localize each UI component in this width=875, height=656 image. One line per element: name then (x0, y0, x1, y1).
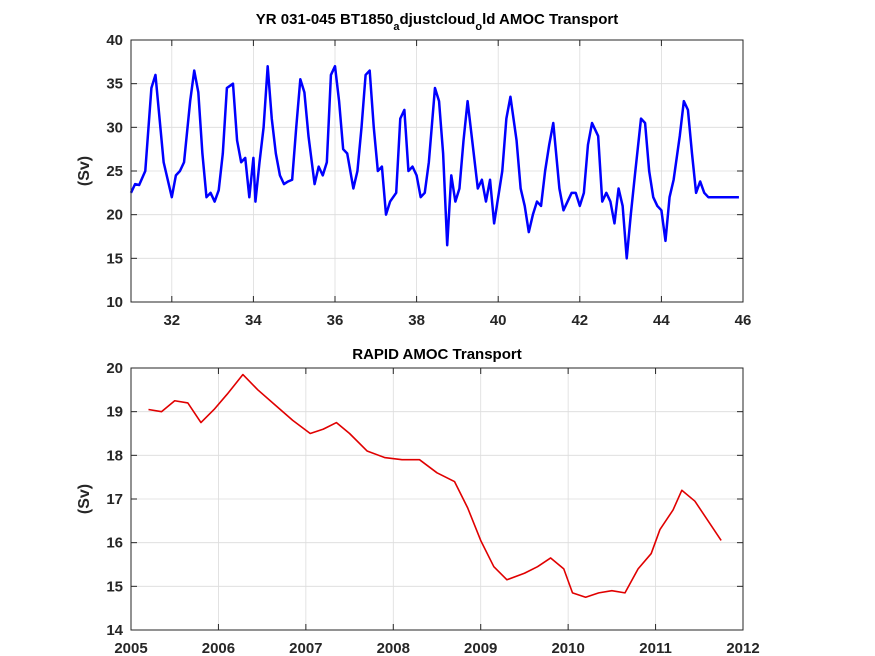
top-y-tick-label: 20 (106, 207, 123, 224)
bottom-y-tick-label: 20 (106, 360, 123, 377)
bottom-x-tick-label: 2010 (551, 640, 584, 656)
top-series-line (129, 64, 739, 260)
bottom-x-tick-label: 2011 (639, 640, 672, 656)
top-title-part: YR 031-045 BT1850 (256, 11, 394, 28)
bottom-x-tick-label: 2008 (377, 640, 410, 656)
top-chart: 32 34 36 38 40 42 44 46 10 15 20 25 30 35 40 YR 031-04… (76, 11, 751, 329)
top-title-part: ld AMOC Transport (482, 11, 618, 28)
bottom-x-tick-label: 2007 (289, 640, 322, 656)
top-x-tick-label: 36 (327, 312, 344, 329)
bottom-x-tick-label: 2012 (726, 640, 759, 656)
top-x-tick-label: 34 (245, 312, 262, 329)
top-y-tick-label: 10 (106, 294, 123, 311)
top-x-tick-label: 42 (571, 312, 588, 329)
top-y-tick-label: 15 (106, 250, 123, 267)
top-y-tick-label: 40 (106, 32, 123, 49)
top-chart-title: YR 031-045 BT1850adjustcloudold AMOC Tra… (256, 11, 618, 33)
bottom-x-tick-label: 2006 (202, 640, 235, 656)
bottom-x-tick-label: 2005 (114, 640, 147, 656)
top-y-tick-label: 35 (106, 76, 123, 93)
bottom-y-axis-label: (Sv) (76, 484, 93, 514)
top-series-polyline (129, 64, 739, 260)
bottom-y-tick-label: 14 (106, 622, 123, 639)
bottom-y-tick-label: 16 (106, 535, 123, 552)
bottom-x-tick-label: 2009 (464, 640, 497, 656)
top-x-tick-label: 38 (408, 312, 425, 329)
bottom-y-tick-label: 15 (106, 578, 123, 595)
bottom-ticks: 2005 2006 2007 2008 2009 2010 2011 2012 14 15 16 17… (106, 360, 759, 656)
bottom-chart-title: RAPID AMOC Transport (352, 346, 521, 363)
bottom-y-tick-label: 19 (106, 404, 123, 421)
top-title-sub: a (393, 21, 400, 33)
top-title-sub: o (475, 21, 482, 33)
bottom-y-tick-label: 17 (106, 491, 123, 508)
top-y-axis-label: (Sv) (76, 156, 93, 186)
bottom-chart: 2005 2006 2007 2008 2009 2010 2011 2012 14 15 16 17… (76, 346, 760, 656)
top-x-tick-label: 32 (163, 312, 180, 329)
top-x-tick-label: 40 (490, 312, 507, 329)
top-y-tick-label: 30 (106, 119, 123, 136)
top-x-tick-label: 46 (735, 312, 752, 329)
bottom-y-tick-label: 18 (106, 447, 123, 464)
top-x-tick-label: 44 (653, 312, 670, 329)
top-y-tick-label: 25 (106, 163, 123, 180)
bottom-series-line (148, 373, 722, 599)
top-ticks: 32 34 36 38 40 42 44 46 10 15 20 25 30 35 40 (106, 32, 751, 329)
bottom-series-polyline (148, 373, 722, 599)
top-title-part: djustcloud (400, 11, 476, 28)
